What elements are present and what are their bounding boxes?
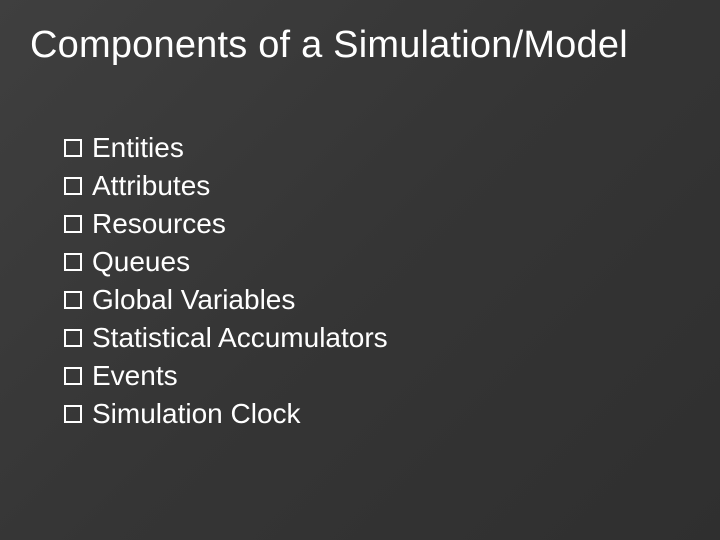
list-item: Statistical Accumulators [64,324,680,352]
square-bullet-icon [64,367,82,385]
list-item: Events [64,362,680,390]
list-item: Attributes [64,172,680,200]
list-item: Queues [64,248,680,276]
square-bullet-icon [64,139,82,157]
list-item-label: Statistical Accumulators [92,324,388,352]
square-bullet-icon [64,329,82,347]
bullet-list: Entities Attributes Resources Queues Glo… [64,134,680,438]
slide-title: Components of a Simulation/Model [30,24,628,67]
list-item-label: Queues [92,248,190,276]
list-item-label: Attributes [92,172,210,200]
list-item: Resources [64,210,680,238]
slide: Components of a Simulation/Model Entitie… [0,0,720,540]
square-bullet-icon [64,291,82,309]
list-item: Entities [64,134,680,162]
list-item-label: Simulation Clock [92,400,301,428]
square-bullet-icon [64,215,82,233]
list-item-label: Entities [92,134,184,162]
square-bullet-icon [64,177,82,195]
list-item-label: Resources [92,210,226,238]
list-item-label: Events [92,362,178,390]
list-item: Global Variables [64,286,680,314]
list-item-label: Global Variables [92,286,295,314]
square-bullet-icon [64,405,82,423]
square-bullet-icon [64,253,82,271]
list-item: Simulation Clock [64,400,680,428]
